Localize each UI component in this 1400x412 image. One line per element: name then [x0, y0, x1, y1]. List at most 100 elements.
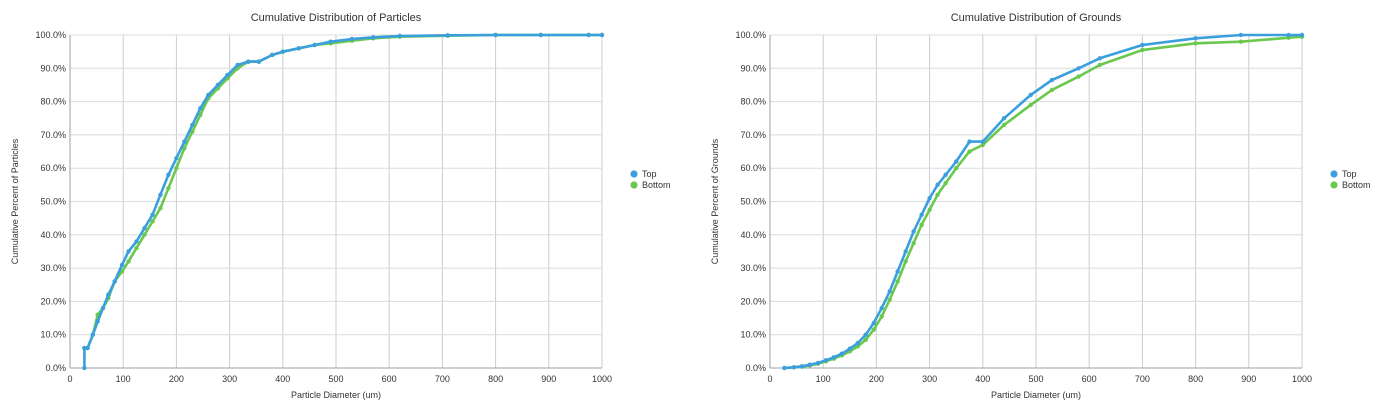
x-tick-label: 100: [816, 374, 831, 384]
data-point-bottom: [166, 185, 171, 191]
x-tick-label: 600: [382, 374, 397, 384]
data-point-top: [225, 72, 230, 78]
data-point-top: [126, 249, 131, 254]
data-point-top: [599, 32, 605, 38]
data-point-top: [895, 269, 900, 274]
data-point-top: [980, 139, 985, 144]
y-tick-label: 20.0%: [40, 296, 66, 306]
data-point-bottom: [954, 166, 959, 171]
data-point-top: [106, 292, 111, 297]
x-tick-label: 100: [116, 374, 131, 384]
data-point-bottom: [190, 129, 195, 134]
data-point-top: [182, 139, 187, 144]
data-point-bottom: [1193, 41, 1198, 46]
legend-item-top: Top: [630, 169, 657, 179]
y-tick-label: 40.0%: [740, 230, 766, 240]
data-point-top: [863, 332, 868, 337]
particles-chart: 0 100 200 300 400 500 600 700 800 900 1000 0.0% 10.0…: [10, 12, 671, 400]
data-point-top: [296, 46, 301, 51]
legend-marker: [630, 170, 638, 178]
data-point-top: [887, 289, 892, 294]
data-point-top: [1140, 42, 1145, 48]
x-tick-label: 500: [328, 374, 343, 384]
data-point-top: [256, 59, 262, 64]
data-point-top: [954, 159, 959, 164]
data-point-top: [911, 229, 916, 234]
data-point-top: [280, 49, 285, 54]
y-tick-label: 100.0%: [35, 30, 66, 40]
data-point-top: [807, 362, 813, 367]
data-point-bottom: [911, 240, 916, 246]
x-axis-label: Particle Diameter (um): [991, 390, 1081, 400]
data-point-top: [943, 172, 948, 178]
legend-marker: [1330, 181, 1338, 189]
legend-label: Bottom: [642, 180, 671, 190]
data-point-bottom: [863, 337, 868, 342]
data-point-bottom: [158, 205, 163, 211]
data-point-top: [269, 52, 275, 58]
legend-marker: [630, 181, 638, 189]
data-point-top: [174, 156, 179, 161]
y-tick-label: 80.0%: [40, 97, 66, 107]
x-tick-label: 200: [869, 374, 884, 384]
data-point-top: [246, 59, 251, 64]
x-tick-label: 1000: [1292, 374, 1312, 384]
data-point-bottom: [150, 219, 155, 224]
legend-item-top: Top: [1330, 169, 1357, 179]
x-tick-label: 600: [1082, 374, 1097, 384]
data-point-top: [839, 351, 845, 356]
data-point-bottom: [1238, 39, 1244, 44]
data-point-top: [112, 279, 117, 284]
data-point-bottom: [879, 314, 884, 319]
data-point-top: [198, 106, 203, 111]
y-tick-label: 50.0%: [740, 197, 766, 207]
chart-title: Cumulative Distribution of Grounds: [951, 12, 1122, 24]
y-tick-label: 70.0%: [40, 130, 66, 140]
data-point-bottom: [927, 207, 932, 213]
y-tick-label: 70.0%: [740, 130, 766, 140]
chart-title: Cumulative Distribution of Particles: [251, 12, 422, 24]
legend-item-bottom: Bottom: [630, 180, 671, 190]
data-point-bottom: [174, 166, 179, 171]
data-point-top: [206, 92, 211, 98]
data-point-top: [215, 82, 221, 88]
y-tick-label: 10.0%: [740, 330, 766, 340]
data-point-bottom: [182, 146, 187, 151]
data-point-top: [1299, 32, 1305, 38]
x-tick-label: 1000: [592, 374, 612, 384]
data-point-top: [158, 192, 163, 198]
data-point-bottom: [935, 192, 940, 198]
data-point-bottom: [1001, 122, 1007, 128]
grounds-chart: 0 100 200 300 400 500 600 700 800 900 1000 0.0% 10.0…: [700, 0, 1400, 412]
data-point-top: [791, 365, 797, 370]
y-tick-label: 50.0%: [40, 197, 66, 207]
data-point-top: [1028, 92, 1033, 98]
x-tick-label: 300: [922, 374, 937, 384]
y-tick-label: 0.0%: [45, 363, 66, 373]
x-tick-label: 400: [975, 374, 990, 384]
data-point-top: [235, 62, 240, 68]
y-tick-label: 60.0%: [740, 163, 766, 173]
data-point-top: [879, 305, 884, 311]
legend-label: Top: [1342, 169, 1357, 179]
data-point-top: [85, 345, 90, 351]
series-line-top: [83, 33, 604, 370]
data-point-top: [935, 182, 940, 188]
data-point-top: [190, 122, 195, 128]
data-point-top: [1049, 77, 1055, 83]
data-point-top: [1286, 32, 1291, 38]
data-point-top: [142, 225, 147, 231]
data-point-top: [349, 36, 355, 42]
data-point-top: [1076, 66, 1081, 71]
data-point-top: [90, 332, 96, 337]
data-point-top: [538, 32, 544, 38]
data-point-top: [1193, 36, 1198, 41]
x-tick-label: 800: [1188, 374, 1203, 384]
data-point-top: [1097, 56, 1103, 61]
y-tick-label: 60.0%: [40, 163, 66, 173]
data-point-top: [371, 35, 376, 40]
legend-item-bottom: Bottom: [1330, 180, 1371, 190]
x-tick-label: 900: [541, 374, 556, 384]
data-point-bottom: [142, 232, 147, 237]
data-point-bottom: [1076, 74, 1081, 79]
